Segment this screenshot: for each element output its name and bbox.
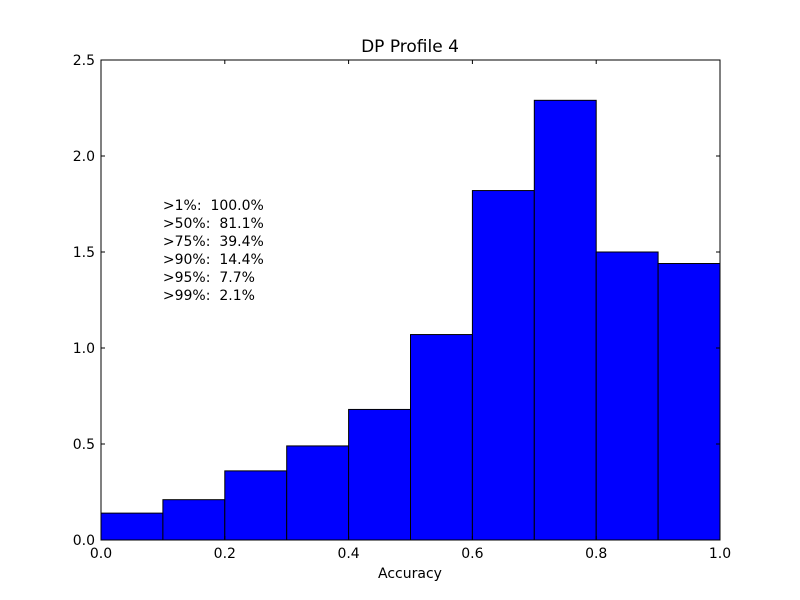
annotation-line: >50%: 81.1% — [163, 216, 264, 232]
histogram-bar — [286, 445, 350, 541]
histogram-bar — [100, 512, 164, 541]
x-tick-label: 0.2 — [214, 546, 236, 562]
histogram-bar — [657, 263, 721, 541]
chart-title: DP Profile 4 — [361, 37, 459, 57]
x-tick-label: 0.8 — [585, 546, 607, 562]
y-tick-label: 2.0 — [73, 149, 95, 165]
x-tick-label: 0.6 — [461, 546, 483, 562]
histogram-bar — [533, 99, 597, 541]
y-tick-label: 1.5 — [73, 245, 95, 261]
y-axis-ticks: 0.0 0.5 1.0 1.5 2.0 2.5 — [73, 53, 720, 549]
x-axis-label: Accuracy — [378, 566, 442, 582]
y-tick-label: 0.0 — [73, 533, 95, 549]
x-tick-label: 0.4 — [337, 546, 359, 562]
histogram-bar — [471, 190, 535, 541]
annotation-block: >1%: 100.0% >50%: 81.1% >75%: 39.4% >90%: 1… — [163, 198, 264, 304]
x-tick-label: 1.0 — [709, 546, 731, 562]
annotation-line: >75%: 39.4% — [163, 234, 264, 250]
annotation-line: >90%: 14.4% — [163, 252, 264, 268]
histogram-bar — [348, 408, 412, 541]
histogram-bar — [162, 499, 226, 541]
annotation-line: >95%: 7.7% — [163, 270, 255, 286]
histogram-bar — [595, 251, 659, 541]
histogram-bar — [410, 334, 473, 541]
y-tick-label: 2.5 — [73, 53, 95, 69]
y-tick-label: 1.0 — [73, 341, 95, 357]
bar-group — [100, 99, 721, 541]
x-tick-label: 0.0 — [90, 546, 112, 562]
annotation-line: >1%: 100.0% — [163, 198, 264, 214]
plot-frame — [100, 59, 721, 541]
y-tick-label: 0.5 — [73, 437, 95, 453]
histogram-bar — [224, 470, 288, 541]
annotation-line: >99%: 2.1% — [163, 288, 255, 304]
x-axis-ticks: 0.0 0.2 0.4 0.6 0.8 1.0 — [90, 60, 731, 562]
